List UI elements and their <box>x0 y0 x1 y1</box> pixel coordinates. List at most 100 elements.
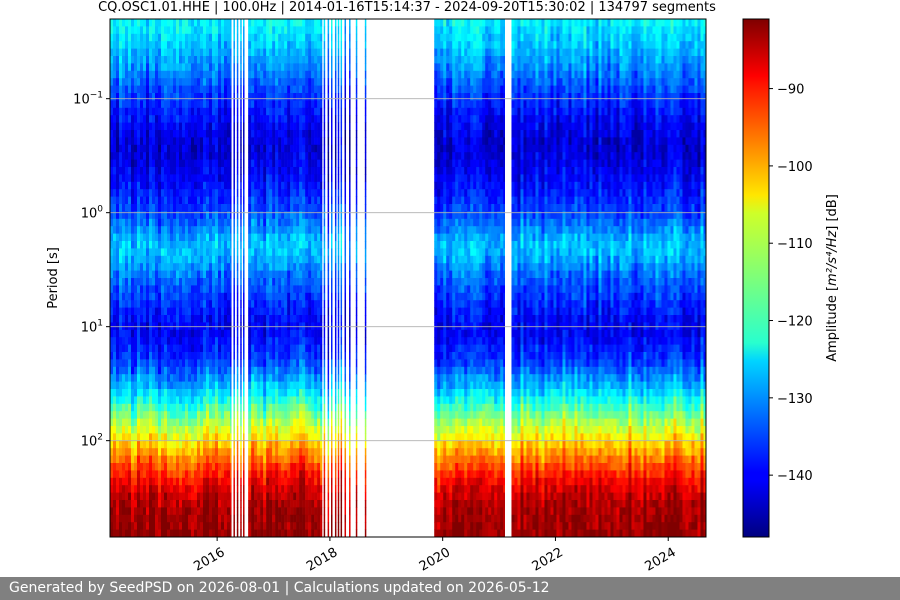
heatmap-cell <box>140 440 144 449</box>
heatmap-cell <box>272 315 276 323</box>
heatmap-cell <box>173 204 177 212</box>
heatmap-cell <box>170 403 174 412</box>
heatmap-cell <box>140 226 144 234</box>
heatmap-cell <box>251 514 255 523</box>
heatmap-cell <box>158 152 162 160</box>
heatmap-cell <box>254 48 258 57</box>
heatmap-cell <box>185 426 189 434</box>
heatmap-cell <box>314 522 318 530</box>
heatmap-cell <box>299 359 303 368</box>
heatmap-cell <box>206 33 210 42</box>
heatmap-cell <box>209 26 213 35</box>
heatmap-cell <box>254 204 258 212</box>
heatmap-cell <box>308 529 312 537</box>
heatmap-cell <box>209 529 213 537</box>
heatmap-cell <box>281 418 285 427</box>
heatmap-cell <box>269 329 273 338</box>
heatmap-cell <box>170 418 174 427</box>
heatmap-cell <box>164 352 168 360</box>
heatmap-cell <box>188 307 192 316</box>
heatmap-cell <box>434 233 438 242</box>
heatmap-cell <box>443 26 447 35</box>
heatmap-cell <box>440 403 444 412</box>
heatmap-cell <box>314 211 318 220</box>
heatmap-cell <box>143 56 147 64</box>
heatmap-cell <box>266 93 270 101</box>
heatmap-cell <box>155 492 159 501</box>
heatmap-cell <box>191 470 195 479</box>
heatmap-cell <box>290 418 294 427</box>
heatmap-cell <box>182 403 186 412</box>
heatmap-cell <box>119 344 123 353</box>
heatmap-cell <box>113 485 117 493</box>
heatmap-cell <box>200 344 204 353</box>
heatmap-cell <box>281 63 285 72</box>
heatmap-cell <box>143 352 147 360</box>
heatmap-cell <box>152 396 156 405</box>
heatmap-cell <box>167 292 171 301</box>
heatmap-cell <box>215 352 219 360</box>
heatmap-cell <box>182 500 186 508</box>
heatmap-cell <box>152 107 156 116</box>
heatmap-cell <box>215 455 219 464</box>
heatmap-cell <box>122 278 126 286</box>
heatmap-cell <box>284 440 288 449</box>
heatmap-cell <box>278 204 282 212</box>
heatmap-cell <box>173 292 177 301</box>
heatmap-cell <box>254 248 258 257</box>
heatmap-cell <box>173 485 177 493</box>
heatmap-cell <box>176 263 180 271</box>
heatmap-cell <box>272 352 276 360</box>
heatmap-cell <box>119 115 123 123</box>
heatmap-cell <box>296 329 300 338</box>
heatmap-cell <box>122 292 126 301</box>
heatmap-cell <box>146 389 150 397</box>
heatmap-cell <box>227 211 231 220</box>
heatmap-cell <box>296 426 300 434</box>
heatmap-cell <box>197 374 201 382</box>
heatmap-cell <box>278 285 282 294</box>
heatmap-cell <box>224 529 228 537</box>
heatmap-cell <box>200 448 204 456</box>
heatmap-cell <box>314 137 318 146</box>
heatmap-cell <box>149 233 153 242</box>
heatmap-cell <box>149 19 153 27</box>
heatmap-cell <box>158 122 162 131</box>
heatmap-cell <box>305 152 309 160</box>
heatmap-cell <box>161 100 165 109</box>
heatmap-cell <box>260 70 264 79</box>
heatmap-cell <box>296 396 300 405</box>
heatmap-cell <box>308 492 312 501</box>
heatmap-cell <box>263 218 267 227</box>
heatmap-cell <box>197 174 201 183</box>
heatmap-cell <box>149 33 153 42</box>
heatmap-cell <box>191 204 195 212</box>
heatmap-cell <box>437 389 441 397</box>
heatmap-cell <box>134 144 138 153</box>
heatmap-cell <box>443 433 447 442</box>
heatmap-cell <box>251 270 255 279</box>
heatmap-cell <box>287 514 291 523</box>
heatmap-cell <box>155 233 159 242</box>
heatmap-cell <box>215 448 219 456</box>
heatmap-cell <box>200 440 204 449</box>
heatmap-cell <box>248 85 252 94</box>
heatmap-cell <box>131 19 135 27</box>
heatmap-cell <box>164 470 168 479</box>
heatmap-cell <box>149 115 153 123</box>
heatmap-cell <box>314 26 318 35</box>
heatmap-cell <box>116 433 120 442</box>
heatmap-cell <box>305 485 309 493</box>
heatmap-cell <box>314 396 318 405</box>
heatmap-cell <box>155 366 159 375</box>
heatmap-cell <box>248 226 252 234</box>
heatmap-cell <box>128 218 132 227</box>
heatmap-cell <box>260 56 264 64</box>
heatmap-cell <box>443 181 447 190</box>
heatmap-cell <box>128 270 132 279</box>
heatmap-cell <box>128 167 132 175</box>
heatmap-cell <box>200 226 204 234</box>
heatmap-cell <box>263 107 267 116</box>
heatmap-cell <box>185 492 189 501</box>
heatmap-cell <box>134 389 138 397</box>
